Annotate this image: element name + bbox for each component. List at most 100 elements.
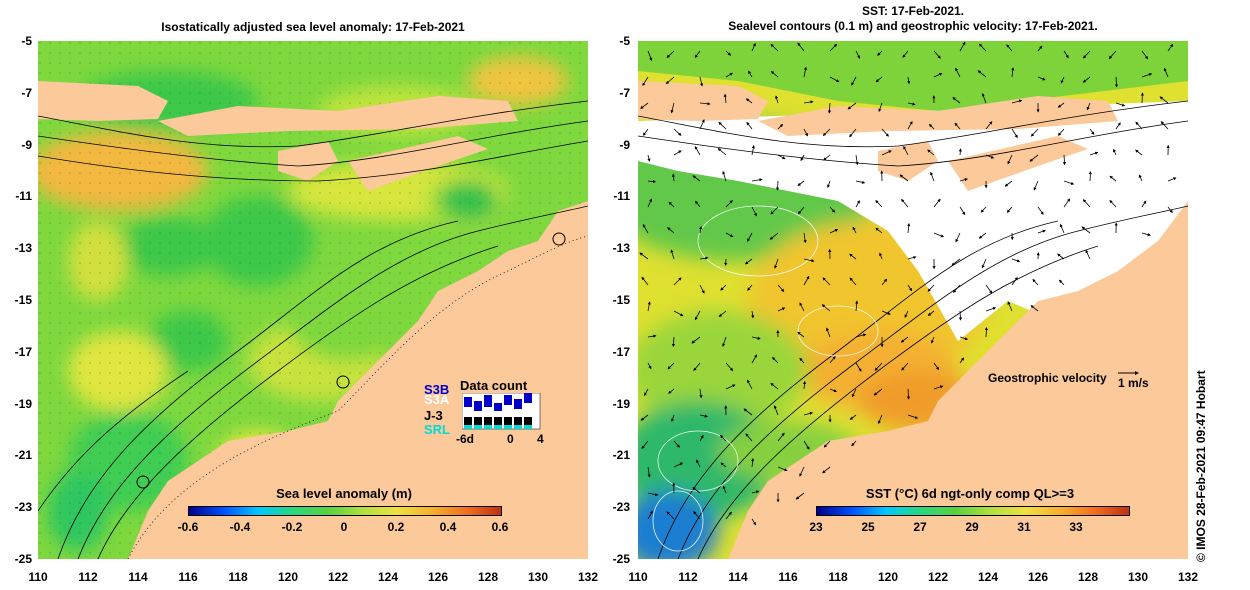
ytickR-tick: -13: [612, 241, 630, 256]
ytickR-tick: -15: [612, 293, 630, 307]
velocity-arrow: [718, 121, 727, 130]
velocity-arrow: [978, 43, 987, 52]
velocity-arrow: [803, 275, 810, 286]
xtickL-tick: 124: [377, 570, 399, 584]
velocity-arrow: [900, 336, 909, 343]
velocity-arrow: [821, 304, 831, 312]
velocity-arrow: [952, 284, 961, 293]
velocity-arrow: [851, 388, 857, 398]
velocity-arrow: [933, 50, 941, 59]
xtickR-tick: 126: [1027, 570, 1049, 584]
velocity-arrow: [803, 100, 814, 104]
satellite-srl: SRL: [424, 422, 450, 437]
velocity-arrow: [1030, 128, 1039, 137]
velocity-arrow: [1085, 249, 1091, 260]
velocity-arrow: [723, 93, 727, 104]
velocity-arrow: [751, 336, 761, 340]
velocity-arrow: [1135, 121, 1143, 130]
velocity-arrow: [1088, 171, 1092, 182]
velocity-arrow: [699, 226, 703, 234]
velocity-arrow: [906, 388, 911, 400]
ytickL-tick: -23: [14, 500, 32, 515]
sst-colorbar-tick: 33: [1069, 520, 1083, 534]
velocity-arrow: [933, 72, 943, 78]
velocity-arrow: [719, 434, 727, 442]
velocity-arrow: [747, 284, 753, 291]
velocity-arrow: [718, 310, 727, 318]
ytickR-tick: -17: [612, 344, 630, 359]
left-panel-title: Isostatically adjusted sea level anomaly…: [161, 20, 465, 34]
velocity-arrow: [1141, 73, 1153, 78]
velocity-arrow: [829, 229, 839, 234]
velocity-arrow: [881, 310, 891, 315]
xtickL-tick: 114: [128, 570, 148, 584]
velocity-arrow: [803, 440, 810, 450]
xtickR-tick: 110: [628, 570, 648, 584]
ytickR-tick: -7: [619, 85, 630, 100]
ytickL-tick: -13: [14, 241, 32, 256]
velocity-arrow: [1006, 44, 1013, 52]
velocity-arrow: [1057, 253, 1065, 260]
velocity-arrow: [699, 434, 704, 442]
velocity-arrow: [699, 102, 711, 106]
velocity-arrow: [647, 301, 651, 312]
velocity-arrow: [695, 200, 701, 208]
velocity-arrow: [823, 440, 831, 448]
sst-colorbar-tick: 31: [1017, 520, 1031, 534]
velocity-arrow: [751, 42, 756, 52]
data-count-axis-end: 4: [537, 432, 544, 446]
velocity-arrow: [881, 150, 892, 156]
velocity-arrow: [647, 198, 652, 208]
velocity-arrow: [879, 252, 883, 260]
velocity-arrow: [747, 379, 753, 390]
velocity-arrow: [875, 76, 883, 83]
velocity-arrow: [671, 414, 675, 423]
velocity-arrow: [770, 382, 779, 390]
velocity-arrow: [1141, 200, 1147, 208]
right-panel-title-line1: SST: 17-Feb-2021.: [861, 4, 965, 18]
velocity-arrow: [933, 362, 940, 371]
sla-colorbar-tick: -0.2: [281, 520, 303, 534]
velocity-arrow: [1011, 128, 1018, 139]
velocity-arrow: [829, 206, 836, 213]
velocity-arrow: [955, 67, 961, 78]
velocity-arrow: [666, 50, 675, 58]
velocity-key-scale: 1 m/s: [1118, 376, 1149, 390]
velocity-arrow: [647, 334, 657, 338]
xtickR-tick: 132: [1177, 570, 1199, 584]
velocity-arrow: [851, 440, 857, 447]
velocity-arrow: [933, 232, 945, 238]
xtickL-tick: 112: [78, 570, 98, 584]
velocity-arrow: [1063, 180, 1075, 185]
velocity-arrow: [1062, 154, 1067, 166]
sst-colorbar-tick: 25: [861, 520, 875, 534]
velocity-arrow: [1138, 174, 1143, 182]
velocity-arrow: [1007, 154, 1013, 165]
velocity-arrow: [981, 258, 987, 269]
velocity-arrow: [951, 258, 961, 266]
velocity-arrow: [1063, 198, 1071, 208]
velocity-arrow: [747, 232, 753, 242]
velocity-arrow: [875, 200, 883, 208]
velocity-arrow: [907, 223, 911, 234]
velocity-arrow: [847, 102, 857, 110]
sst-velocity-map: [638, 41, 1188, 559]
velocity-arrow: [1037, 76, 1046, 81]
velocity-arrow: [699, 256, 709, 260]
velocity-arrow: [673, 128, 682, 136]
velocity-arrow: [855, 333, 867, 338]
velocity-arrow: [1109, 199, 1117, 208]
data-count-axis-start: -6d: [456, 432, 474, 446]
velocity-arrow: [797, 331, 805, 338]
velocity-arrow: [954, 122, 961, 130]
velocity-arrow: [699, 414, 708, 418]
sst-colorbar-title: SST (°C) 6d ngt-only comp QL>=3: [865, 486, 1075, 501]
ytickL-tick: -21: [14, 448, 32, 463]
xtickL-tick: 120: [277, 570, 299, 584]
velocity-arrow: [774, 258, 779, 269]
ytickL-tick: -9: [21, 137, 32, 152]
satellite-j3: J-3: [424, 408, 443, 423]
ytickR-tick: -5: [619, 34, 630, 48]
sla-colorbar-title: Sea level anomaly (m): [276, 486, 412, 501]
velocity-arrow: [647, 492, 659, 497]
